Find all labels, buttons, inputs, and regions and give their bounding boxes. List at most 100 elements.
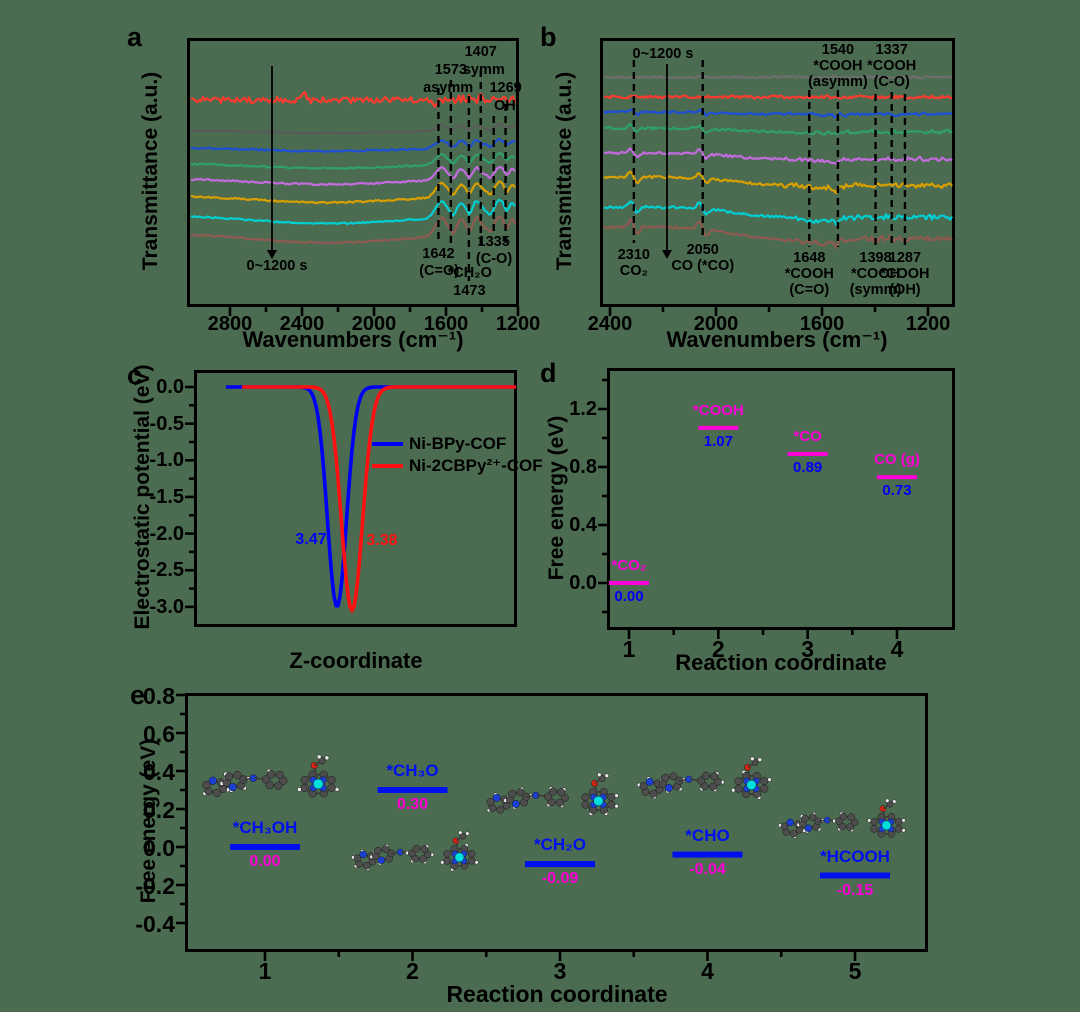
panel-a-spectrum-line [190,152,516,170]
step-bar [698,425,739,430]
step-bar [787,451,828,456]
panel-d-xtick: 1 [622,636,636,662]
panel-a-peak-annotation: 1407 [464,44,497,60]
panel-e-xtick: 3 [553,958,567,984]
panel-b-peak-annotation: 2310 [617,246,650,263]
panel-b-spectrum-line [603,147,953,165]
legend-label-ni-bpy-cof: Ni-BPy-COF [409,434,507,453]
molecule-structure-5 [778,798,906,839]
panel-b-spectrum-line [603,200,953,226]
panel-c-x-axis-title: Z-coordinate [289,648,423,673]
panel-b-spectrum-line [603,170,953,195]
step-species-label: *CHO [685,825,730,845]
panel-a-spectrum-line [190,122,516,135]
panel-c-ytick: -1.5 [149,485,184,508]
step-value-label: 0.89 [793,458,823,476]
panel-b-x-axis-title: Wavenumbers (cm⁻¹) [666,327,888,352]
panel-b-spectrum-line [603,122,953,136]
panel-a-spectrum-line [190,215,516,245]
panel-a-peak-annotation: 1642 [422,245,455,262]
step-value-label: 1.07 [703,432,733,450]
step-bar [377,787,448,793]
panel-d-ytick: 0.0 [569,572,597,594]
step-species-label: *CO₂ [611,557,647,574]
panel-b-peak-annotation: 1540 [821,42,855,58]
panel-a-xtick: 1200 [495,313,541,335]
panel-a-peak-annotation: (C=O) [419,262,460,279]
molecule-structure-4 [636,756,772,800]
panel-d-xtick: 2 [711,636,725,662]
step-value-label: -0.09 [541,870,579,888]
step-bar [876,475,917,480]
panel-b-peak-annotation: (asymm) [808,74,868,90]
panel-a-letter: a [127,22,143,52]
panel-b-peak-annotation: (symm) [849,282,902,298]
step-species-label: *CH₃O [386,761,439,780]
panel-c-ytick: -3.0 [149,595,184,618]
panel-b-spectrum-line [603,74,953,80]
panel-c-ytick: -2.0 [149,522,184,545]
panel-b-plot-area [600,38,955,307]
panel-c-ytick: 0.0 [156,376,184,398]
panel-a-xtick: 1600 [423,313,469,335]
panel-b-peak-annotation: 1337 [875,42,908,58]
step-value-label: 0.30 [396,796,429,813]
step-value-label: 0.00 [249,853,281,870]
panel-e-x-axis-title: Reaction coordinate [446,981,668,1007]
panel-b-spectrum-line [603,108,953,119]
legend-swatch-ni-bpy-cof [372,442,403,446]
step-species-label: *HCOOH [820,846,890,866]
panel-a-xtick: 2400 [279,313,325,335]
panel-c-curve-1 [242,385,516,613]
panel-a-peak-annotation: 1269 [489,80,522,96]
panel-b-peak-annotation: (C=O) [789,282,830,298]
panel-e-ytick: 0.4 [143,759,175,785]
panel-c-ytick: -2.5 [149,559,184,582]
panel-b-time-annotation: 0~1200 s [632,46,694,62]
panel-d-x-axis-title: Reaction coordinate [675,650,887,675]
step-bar [525,861,595,868]
panel-b-xtick: 2000 [693,313,739,335]
panel-b-letter: b [540,22,557,52]
step-value-label: 0.73 [882,482,912,500]
panel-d-xtick: 3 [801,636,815,662]
step-value-label: 0.00 [614,588,644,605]
step-bar [820,872,890,879]
panel-d-ytick: 0.8 [569,456,597,478]
panel-d-xtick: 4 [890,636,904,662]
panel-b-peak-annotation: *COOH [850,266,901,282]
panel-a-peak-annotation: 1573 [434,62,467,78]
panel-a-spectrum-line [190,91,517,108]
panel-a-peak-annotation: asymm [423,80,474,96]
panel-b-spectrum-line [604,94,953,100]
panel-b-xtick: 2400 [587,313,633,335]
time-arrow-head [267,250,277,259]
panel-e-ytick: 0.0 [143,835,175,861]
panel-c-ytick: -1.0 [149,449,184,472]
panel-a-spectrum-line [191,166,516,187]
panel-e-xtick: 1 [258,958,272,984]
panel-b-peak-annotation: *COOH [784,266,834,282]
molecule-structure-1 [201,754,339,798]
step-species-label: CO (g) [874,451,920,469]
step-species-label: *CH₃OH [232,818,298,837]
panel-a-xtick: 2000 [351,313,397,335]
panel-a-peak-annotation: OH [493,98,516,114]
dip-value-label-red: 3.38 [366,532,398,549]
panel-e-plot-area [185,693,928,952]
panel-a-peak-annotation: *CH₂O [447,264,492,281]
panel-b-peak-annotation: (OH) [889,282,921,298]
panel-d-plot-area [607,368,955,630]
panel-b-peak-annotation: 1398 [859,250,892,266]
panel-a-spectrum-line [190,180,516,205]
dip-value-label-blue: 3.47 [295,531,327,548]
panel-c-plot-area [194,370,517,627]
panel-b-peak-annotation: CO₂ [619,262,648,279]
panel-b-peak-annotation: 2050 [686,242,719,258]
panel-a-plot-area [187,38,519,307]
panel-b-peak-annotation: *COOH [813,58,863,74]
panel-b-peak-annotation: 1648 [793,250,826,266]
step-value-label: -0.15 [836,881,874,899]
